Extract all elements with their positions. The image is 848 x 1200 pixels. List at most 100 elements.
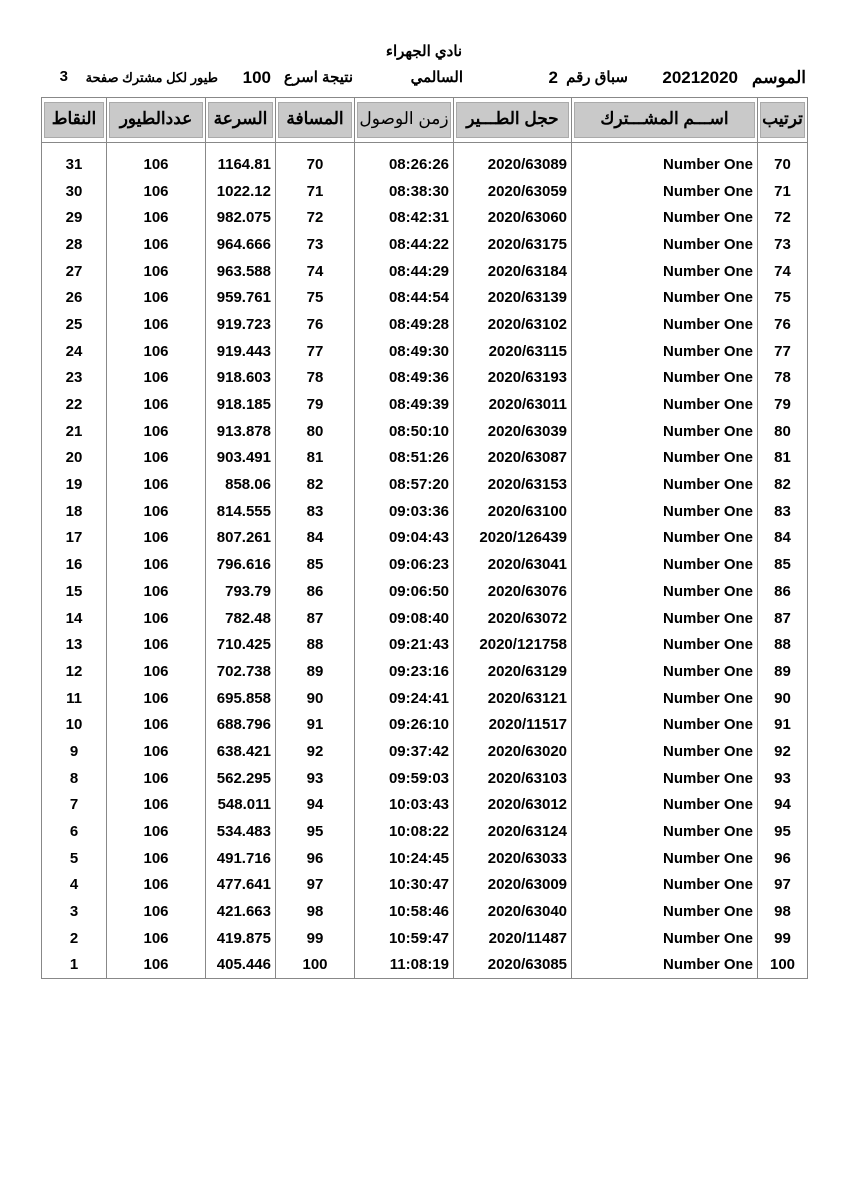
cell-arrival: 08:51:26 [354, 444, 454, 472]
cell-name: Number One [571, 871, 758, 899]
cell-distance: 97 [275, 871, 355, 899]
cell-birds: 106 [106, 924, 206, 952]
cell-distance: 73 [275, 231, 355, 258]
table-row: 26 106 959.761 75 08:44:54 2020/63139 Number O… [41, 284, 808, 312]
cell-distance: 86 [275, 578, 355, 605]
cell-birds: 106 [106, 231, 206, 258]
col-points: النقاط [41, 97, 107, 143]
cell-rank: 71 [757, 177, 808, 205]
cell-name: Number One [571, 711, 758, 739]
season-label: الموسم [751, 68, 806, 87]
cell-distance: 92 [275, 738, 355, 765]
cell-distance: 74 [275, 257, 355, 285]
cell-speed: 1022.12 [205, 177, 276, 205]
cell-points: 7 [41, 791, 107, 819]
cell-name: Number One [571, 604, 758, 632]
page-number: 3 [59, 68, 68, 85]
cell-distance: 83 [275, 497, 355, 525]
col-rank: ترتيب [757, 97, 808, 143]
cell-distance: 82 [275, 471, 355, 498]
cell-birds: 106 [106, 471, 206, 498]
cell-arrival: 09:06:50 [354, 578, 454, 605]
cell-name: Number One [571, 364, 758, 392]
cell-points: 5 [41, 844, 107, 872]
cell-rank: 79 [757, 391, 808, 418]
cell-points: 1 [41, 951, 107, 980]
birds-count: 100 [242, 68, 271, 87]
cell-birds: 106 [106, 711, 206, 739]
cell-birds: 106 [106, 764, 206, 792]
cell-speed: 919.443 [205, 337, 276, 365]
cell-arrival: 09:26:10 [354, 711, 454, 739]
table-row: 14 106 782.48 87 09:08:40 2020/63072 Number On… [41, 604, 808, 632]
cell-speed: 913.878 [205, 417, 276, 445]
cell-arrival: 10:08:22 [354, 818, 454, 845]
cell-birds: 106 [106, 284, 206, 312]
cell-points: 18 [41, 497, 107, 525]
cell-rank: 78 [757, 364, 808, 392]
cell-distance: 93 [275, 764, 355, 792]
cell-name: Number One [571, 417, 758, 445]
cell-points: 21 [41, 417, 107, 445]
cell-distance: 70 [275, 151, 355, 178]
result-label: نتيجة اسرع [283, 69, 353, 86]
cell-birds: 106 [106, 791, 206, 819]
cell-distance: 71 [275, 177, 355, 205]
table-row: 1 106 405.446 100 11:08:19 2020/63085 Number O… [41, 951, 808, 980]
cell-points: 23 [41, 364, 107, 392]
cell-rank: 92 [757, 738, 808, 765]
cell-birds: 106 [106, 551, 206, 578]
col-name: اســـم المشـــترك [571, 97, 758, 143]
cell-speed: 793.79 [205, 578, 276, 605]
cell-name: Number One [571, 658, 758, 685]
cell-arrival: 09:59:03 [354, 764, 454, 792]
cell-distance: 72 [275, 204, 355, 232]
cell-rank: 99 [757, 924, 808, 952]
cell-distance: 94 [275, 791, 355, 819]
race-number: 2 [548, 68, 558, 87]
cell-speed: 419.875 [205, 924, 276, 952]
cell-distance: 75 [275, 284, 355, 312]
cell-arrival: 08:57:20 [354, 471, 454, 498]
cell-speed: 858.06 [205, 471, 276, 498]
cell-ring: 2020/63011 [453, 391, 572, 418]
table-row: 4 106 477.641 97 10:30:47 2020/63009 Number On… [41, 871, 808, 899]
cell-arrival: 09:08:40 [354, 604, 454, 632]
cell-name: Number One [571, 578, 758, 605]
table-row: 29 106 982.075 72 08:42:31 2020/63060 Number O… [41, 204, 808, 232]
cell-birds: 106 [106, 177, 206, 205]
cell-rank: 97 [757, 871, 808, 899]
cell-points: 25 [41, 311, 107, 338]
cell-ring: 2020/63100 [453, 497, 572, 525]
cell-distance: 89 [275, 658, 355, 685]
cell-arrival: 09:24:41 [354, 684, 454, 712]
cell-points: 4 [41, 871, 107, 899]
cell-distance: 77 [275, 337, 355, 365]
table-row: 25 106 919.723 76 08:49:28 2020/63102 Number O… [41, 311, 808, 338]
cell-ring: 2020/63041 [453, 551, 572, 578]
cell-arrival: 08:26:26 [354, 151, 454, 178]
cell-points: 30 [41, 177, 107, 205]
cell-arrival: 08:44:29 [354, 257, 454, 285]
cell-name: Number One [571, 551, 758, 578]
cell-birds: 106 [106, 871, 206, 899]
cell-rank: 76 [757, 311, 808, 338]
cell-name: Number One [571, 257, 758, 285]
col-ring: حجل الطـــير [453, 97, 572, 143]
cell-rank: 85 [757, 551, 808, 578]
cell-birds: 106 [106, 951, 206, 980]
cell-ring: 2020/63033 [453, 844, 572, 872]
cell-points: 27 [41, 257, 107, 285]
cell-rank: 100 [757, 951, 808, 980]
cell-name: Number One [571, 738, 758, 765]
cell-speed: 918.185 [205, 391, 276, 418]
cell-distance: 98 [275, 898, 355, 925]
header-row: النقاط عددالطيور السرعة المسافة زمن الوص… [41, 97, 808, 143]
cell-birds: 106 [106, 417, 206, 445]
cell-name: Number One [571, 204, 758, 232]
cell-ring: 2020/63085 [453, 951, 572, 980]
table-row: 30 106 1022.12 71 08:38:30 2020/63059 Number O… [41, 177, 808, 205]
cell-rank: 91 [757, 711, 808, 739]
cell-distance: 79 [275, 391, 355, 418]
cell-rank: 87 [757, 604, 808, 632]
